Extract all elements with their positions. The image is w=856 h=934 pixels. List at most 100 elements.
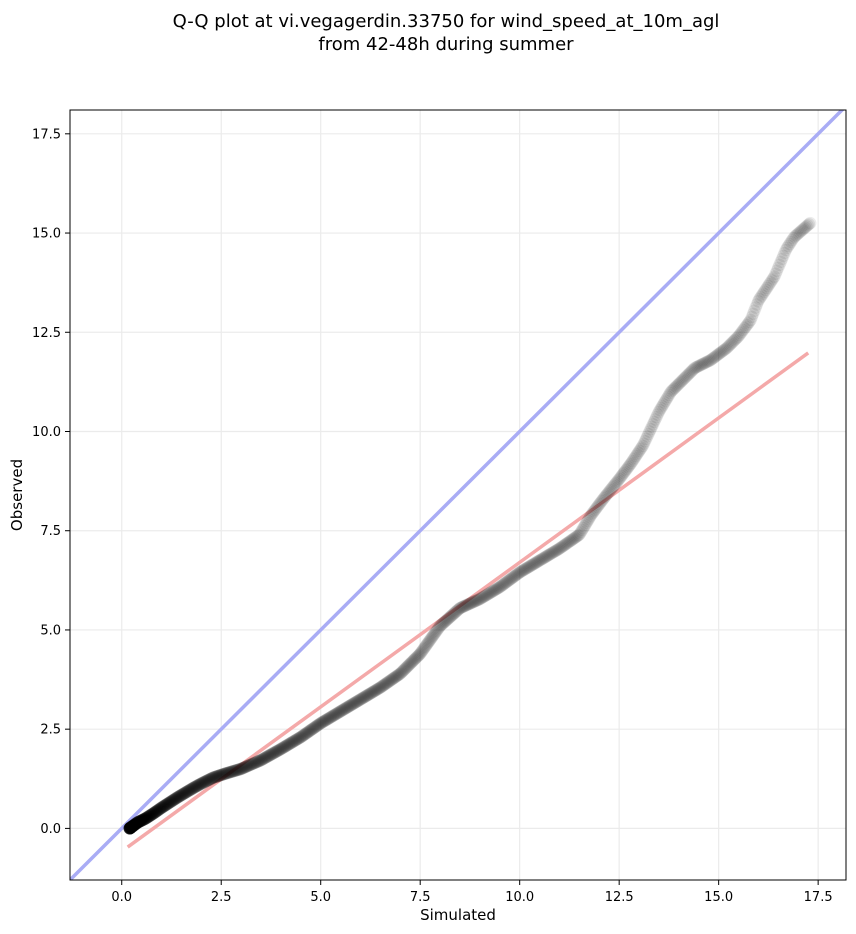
qq-point <box>289 733 303 747</box>
qq-point <box>251 755 264 768</box>
qq-point <box>204 772 217 786</box>
x-tick-label: 2.5 <box>211 890 232 905</box>
qq-point <box>134 814 147 828</box>
qq-point <box>501 575 514 588</box>
qq-point <box>467 595 481 608</box>
qq-point <box>217 767 231 781</box>
qq-point <box>628 451 642 464</box>
qq-point <box>244 758 258 771</box>
qq-point <box>422 635 435 649</box>
qq-point <box>419 639 433 652</box>
qq-point <box>276 741 289 755</box>
qq-point <box>124 821 137 835</box>
qq-point <box>140 811 153 825</box>
qq-point <box>195 777 208 790</box>
qq-point <box>234 762 248 776</box>
qq-point <box>412 649 425 662</box>
qq-point <box>126 819 140 833</box>
qq-point <box>292 732 305 745</box>
qq-point <box>123 821 137 835</box>
qq-point <box>395 665 409 679</box>
qq-point <box>144 808 158 822</box>
qq-point <box>442 611 456 625</box>
qq-point <box>198 775 212 788</box>
qq-point <box>178 786 191 800</box>
qq-point <box>204 772 217 786</box>
qq-point <box>228 764 241 778</box>
qq-point <box>444 610 458 623</box>
qq-point <box>550 543 564 557</box>
qq-point <box>740 318 754 332</box>
qq-point <box>183 783 196 797</box>
qq-point <box>543 548 556 561</box>
qq-point <box>337 703 351 716</box>
qq-point <box>685 365 698 378</box>
qq-point <box>149 805 162 819</box>
qq-point <box>265 747 278 761</box>
qq-point <box>164 795 178 808</box>
qq-point <box>268 746 281 759</box>
qq-point <box>574 525 588 538</box>
qq-point <box>739 320 752 333</box>
y-tick-label: 10.0 <box>32 425 61 440</box>
qq-point <box>758 285 771 298</box>
qq-point <box>638 435 652 448</box>
qq-point <box>200 774 213 788</box>
qq-point <box>341 700 355 714</box>
qq-point <box>277 741 290 754</box>
qq-point <box>760 281 774 295</box>
qq-point <box>630 448 644 461</box>
qq-point <box>164 795 177 809</box>
qq-point <box>136 813 150 827</box>
qq-point <box>700 355 713 369</box>
qq-point <box>553 541 567 555</box>
qq-point <box>151 804 164 817</box>
qq-point <box>137 813 151 826</box>
y-tick-label: 12.5 <box>32 326 61 341</box>
qq-point <box>653 403 667 417</box>
qq-point <box>273 743 286 757</box>
qq-point <box>279 740 292 753</box>
qq-point <box>561 536 574 550</box>
qq-point <box>125 820 139 833</box>
qq-point <box>263 749 276 762</box>
qq-point <box>454 601 468 614</box>
qq-point <box>471 593 484 607</box>
qq-point <box>660 392 673 405</box>
qq-point <box>185 782 198 796</box>
qq-point <box>316 715 330 729</box>
qq-point <box>322 712 335 725</box>
qq-point <box>549 544 563 557</box>
qq-point <box>187 781 200 794</box>
qq-point <box>193 778 206 791</box>
qq-point <box>129 817 143 830</box>
qq-point <box>124 821 137 834</box>
qq-point <box>287 734 301 748</box>
qq-point <box>129 817 143 830</box>
qq-point <box>512 567 525 580</box>
qq-point <box>285 736 299 749</box>
qq-point <box>513 566 526 579</box>
qq-point <box>239 760 253 773</box>
x-tick-label: 10.0 <box>505 890 534 905</box>
qq-point <box>515 565 528 578</box>
qq-point <box>318 714 331 728</box>
qq-point <box>147 806 161 820</box>
qq-point <box>252 755 265 768</box>
qq-point <box>223 766 236 779</box>
qq-point <box>797 222 810 235</box>
qq-point <box>331 706 345 719</box>
qq-point <box>271 744 285 757</box>
qq-point <box>597 492 611 505</box>
qq-point <box>220 766 234 780</box>
qq-point <box>728 333 741 347</box>
qq-point <box>146 807 159 821</box>
qq-point <box>429 625 442 639</box>
qq-point <box>152 803 165 816</box>
qq-point <box>309 720 323 733</box>
qq-point <box>609 476 623 490</box>
qq-point <box>350 695 363 709</box>
qq-point <box>212 769 225 783</box>
qq-point <box>139 812 152 825</box>
qq-point <box>123 821 137 835</box>
